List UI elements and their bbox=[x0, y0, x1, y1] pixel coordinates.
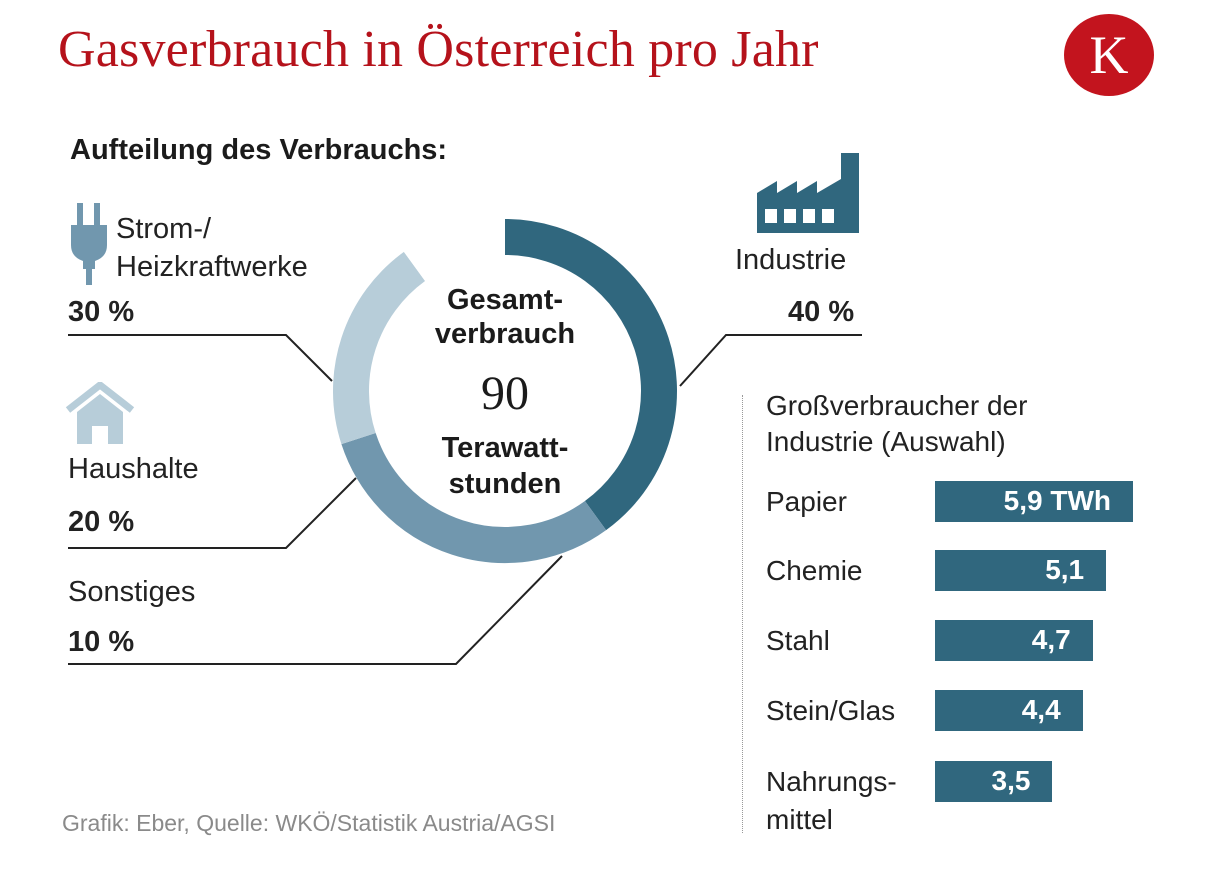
segment-label-industrie: Industrie bbox=[735, 244, 847, 276]
bar-category-label: Chemie bbox=[766, 555, 863, 586]
industry-title-line1: Großverbraucher der bbox=[766, 390, 1028, 421]
donut-segment-strom bbox=[341, 432, 607, 563]
bar-category-label: Papier bbox=[766, 486, 847, 517]
bar-value-label: 5,1 bbox=[1045, 554, 1085, 585]
bar-mark bbox=[935, 550, 1107, 591]
segment-percent-haushalte: 20 % bbox=[68, 506, 135, 538]
bar-category-label-line2: mittel bbox=[766, 804, 833, 835]
segment-label-strom-line2: Heizkraftwerke bbox=[116, 251, 308, 283]
segment-label-haushalte: Haushalte bbox=[68, 453, 199, 485]
donut-segment-sonstiges bbox=[403, 219, 506, 282]
bar-category-label: Stein/Glas bbox=[766, 695, 896, 726]
segment-label-sonstiges: Sonstiges bbox=[68, 576, 196, 608]
divider-line bbox=[742, 395, 743, 833]
house-icon bbox=[65, 382, 135, 444]
chart-title: Gasverbrauch in Österreich pro Jahr bbox=[58, 21, 819, 78]
donut-subtitle: Aufteilung des Verbrauchs: bbox=[70, 134, 448, 166]
brand-logo: K bbox=[1064, 14, 1154, 96]
donut-segment-haushalte bbox=[333, 251, 426, 445]
leader-line-strom bbox=[68, 334, 333, 382]
factory-icon bbox=[757, 153, 859, 233]
bar-mark bbox=[935, 620, 1093, 661]
center-label-line1: Gesamt- bbox=[446, 284, 564, 316]
donut-segment-industrie bbox=[504, 219, 677, 531]
center-unit-line2: stunden bbox=[448, 468, 562, 500]
leader-line-sonstiges bbox=[68, 555, 563, 665]
segment-percent-sonstiges: 10 % bbox=[68, 626, 135, 658]
center-label-line2: verbrauch bbox=[434, 318, 576, 350]
segment-percent-strom: 30 % bbox=[68, 296, 135, 328]
source-credit: Grafik: Eber, Quelle: WKÖ/Statistik Aust… bbox=[62, 810, 556, 836]
bar-mark bbox=[935, 481, 1133, 522]
segment-percent-industrie: 40 % bbox=[788, 296, 855, 328]
bar-value-label: 3,5 bbox=[991, 765, 1031, 796]
industry-chart-title: Großverbraucher der Industrie (Auswahl) bbox=[766, 388, 1027, 460]
bar-value-label: 4,4 bbox=[1021, 694, 1061, 725]
bar-value-label: 5,9 TWh bbox=[1003, 485, 1111, 516]
leader-line-haushalte bbox=[68, 477, 357, 549]
bar-mark bbox=[935, 690, 1083, 731]
center-unit-line1: Terawatt- bbox=[441, 432, 569, 464]
center-total-value: 90 bbox=[481, 367, 529, 420]
power-plug-icon bbox=[71, 203, 107, 285]
bar-value-label: 4,7 bbox=[1031, 624, 1071, 655]
industry-title-line2: Industrie (Auswahl) bbox=[766, 426, 1006, 457]
bar-category-label: Nahrungs- bbox=[766, 766, 897, 797]
segment-label-strom-line1: Strom-/ bbox=[116, 213, 212, 245]
bar-category-label: Stahl bbox=[766, 625, 830, 656]
bar-mark bbox=[935, 761, 1053, 802]
leader-line-industrie bbox=[679, 334, 862, 387]
